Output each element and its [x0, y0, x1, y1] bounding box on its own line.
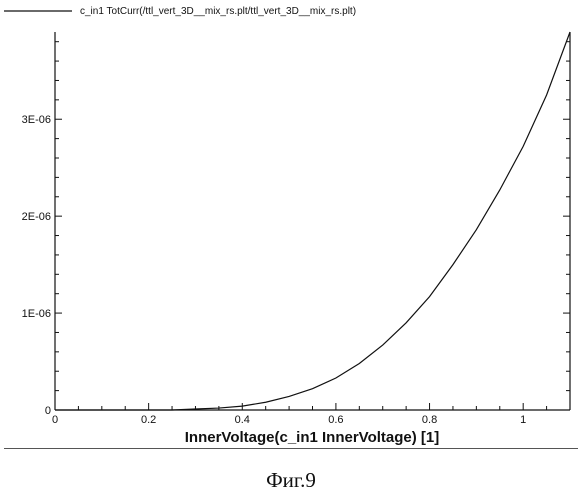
chart: c_in1 TotCurr(/ttl_vert_3D__mix_rs.plt/t… — [0, 0, 582, 460]
x-axis-title: InnerVoltage(c_in1 InnerVoltage) [1] — [185, 429, 440, 446]
x-tick-label: 0.2 — [141, 414, 156, 426]
x-tick-label: 0.6 — [328, 414, 343, 426]
legend-label: c_in1 TotCurr(/ttl_vert_3D__mix_rs.plt/t… — [80, 6, 356, 17]
x-tick-label: 1 — [520, 414, 526, 426]
y-tick-label: 3E-06 — [22, 114, 51, 126]
y-tick-label: 1E-06 — [22, 308, 51, 320]
y-tick-label: 2E-06 — [22, 211, 51, 223]
page-divider — [4, 448, 578, 449]
y-tick-label: 0 — [45, 405, 51, 417]
figure-caption: Фиг.9 — [0, 468, 582, 493]
x-tick-label: 0.8 — [422, 414, 437, 426]
series-line — [55, 32, 570, 410]
x-tick-label: 0.4 — [235, 414, 250, 426]
x-tick-label: 0 — [52, 414, 58, 426]
